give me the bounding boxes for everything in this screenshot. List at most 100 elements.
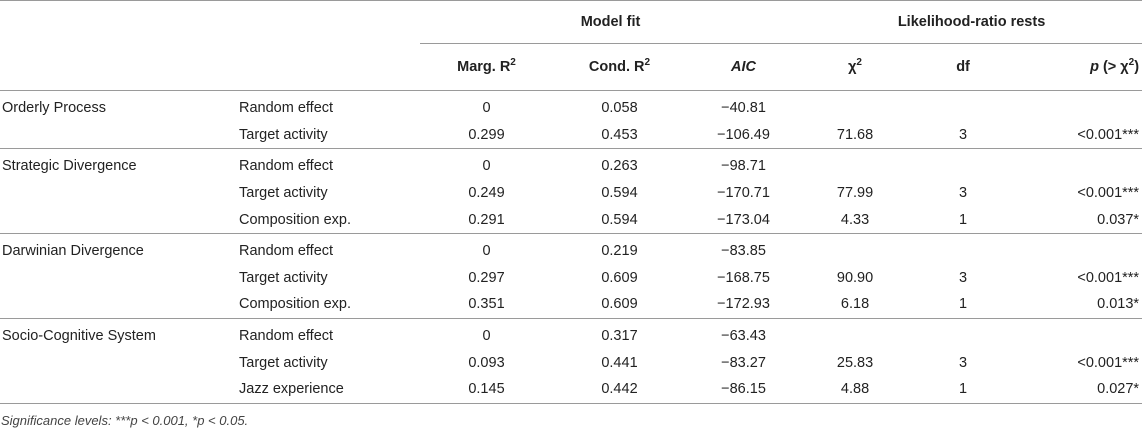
df-cell — [909, 149, 1017, 180]
chi-squared-cell — [801, 91, 909, 122]
model-name-cell — [0, 291, 227, 318]
results-table: Model fit Likelihood-ratio rests Marg. R… — [0, 0, 1142, 404]
p-value-cell: 0.037* — [1097, 211, 1140, 228]
term-cell: Jazz experience — [239, 381, 344, 398]
model-name-cell — [0, 349, 227, 376]
aic-cell: −170.71 — [717, 185, 770, 202]
chi-squared-cell: 71.68 — [836, 126, 874, 143]
df-header: df — [956, 59, 970, 75]
table-body: Orderly Process Random effect 0 0.058 −40.81… — [0, 91, 1142, 404]
df-cell — [909, 318, 1017, 349]
term-cell: Target activity — [239, 354, 328, 371]
p-value-cell: 0.013* — [1097, 296, 1140, 313]
term-cell: Composition exp. — [239, 296, 352, 313]
chi-squared-cell — [801, 318, 909, 349]
marg-r2-cell: 0.249 — [468, 185, 505, 202]
aic-cell: −106.49 — [717, 126, 770, 143]
table-row: Composition exp. 0.351 0.609 −172.93 6.18 1 0.… — [0, 291, 1142, 319]
marg-r2-cell: 0 — [482, 100, 491, 117]
model-name-cell — [0, 376, 227, 403]
term-cell: Random effect — [239, 158, 334, 175]
header-blank-cell — [227, 1, 420, 44]
lr-tests-group-header: Likelihood-ratio rests — [801, 0, 1142, 44]
significance-note: Significance levels: ***p < 0.001, *p < … — [1, 413, 249, 428]
marg-r2-cell: 0.299 — [468, 126, 505, 143]
header-blank-cell — [0, 44, 227, 91]
cond-r2-cell: 0.594 — [601, 211, 638, 228]
table-row: Target activity 0.249 0.594 −170.71 77.99 3 <0… — [0, 180, 1142, 207]
term-cell: Target activity — [239, 185, 328, 202]
p-value-header: p (> χ2) — [1090, 57, 1140, 75]
p-value-cell: <0.001*** — [1077, 126, 1140, 143]
p-value-cell — [1017, 91, 1142, 122]
aic-cell: −173.04 — [717, 211, 770, 228]
aic-cell: −83.85 — [721, 243, 766, 260]
df-cell: 3 — [958, 126, 968, 143]
df-cell: 1 — [958, 381, 968, 398]
cond-r2-cell: 0.058 — [601, 100, 638, 117]
header-blank-cell — [227, 44, 420, 91]
marg-r2-cell: 0 — [482, 243, 491, 260]
cond-r2-header: Cond. R2 — [588, 57, 651, 75]
aic-cell: −83.27 — [721, 354, 766, 371]
df-cell: 1 — [958, 211, 968, 228]
cond-r2-cell: 0.453 — [601, 126, 638, 143]
chi-squared-cell — [801, 149, 909, 180]
aic-cell: −86.15 — [721, 381, 766, 398]
cond-r2-cell: 0.609 — [601, 269, 638, 286]
cond-r2-cell: 0.219 — [601, 243, 638, 260]
header-group-row: Model fit Likelihood-ratio rests — [0, 0, 1142, 44]
model-name-cell — [0, 122, 227, 149]
cond-r2-cell: 0.609 — [601, 296, 638, 313]
chi-squared-cell: 6.18 — [840, 296, 870, 313]
term-cell: Random effect — [239, 243, 334, 260]
table-row: Composition exp. 0.291 0.594 −173.04 4.33 1 0.… — [0, 206, 1142, 234]
model-name-cell: Orderly Process — [2, 100, 106, 117]
model-name-cell — [0, 206, 227, 233]
term-cell: Target activity — [239, 126, 328, 143]
df-cell: 3 — [958, 269, 968, 286]
marg-r2-header: Marg. R2 — [457, 57, 516, 75]
aic-cell: −172.93 — [717, 296, 770, 313]
chi-squared-cell: 4.33 — [840, 211, 870, 228]
table-row: Target activity 0.093 0.441 −83.27 25.83 3 <0.… — [0, 349, 1142, 376]
table-row: Darwinian Divergence Random effect 0 0.219 −… — [0, 233, 1142, 264]
p-value-cell: <0.001*** — [1077, 185, 1140, 202]
term-cell: Composition exp. — [239, 211, 352, 228]
table-row: Orderly Process Random effect 0 0.058 −40.81 — [0, 91, 1142, 122]
model-name-cell: Strategic Divergence — [2, 158, 137, 175]
cond-r2-cell: 0.441 — [601, 354, 638, 371]
df-cell — [909, 233, 1017, 264]
aic-header: AIC — [731, 59, 756, 75]
chi-squared-cell: 4.88 — [840, 381, 870, 398]
chi-squared-cell: 25.83 — [836, 354, 874, 371]
header-blank-cell — [0, 1, 227, 44]
model-name-cell: Socio-Cognitive System — [2, 328, 156, 345]
marg-r2-cell: 0 — [482, 328, 491, 345]
p-value-cell — [1017, 318, 1142, 349]
cond-r2-cell: 0.594 — [601, 185, 638, 202]
table-row: Target activity 0.297 0.609 −168.75 90.90 3 <0… — [0, 265, 1142, 292]
aic-cell: −98.71 — [721, 158, 766, 175]
p-value-cell: <0.001*** — [1077, 354, 1140, 371]
chi-squared-cell: 90.90 — [836, 269, 874, 286]
chi-squared-cell: 77.99 — [836, 185, 874, 202]
chi-squared-cell — [801, 233, 909, 264]
aic-cell: −40.81 — [721, 100, 766, 117]
aic-cell: −63.43 — [721, 328, 766, 345]
marg-r2-cell: 0.297 — [468, 269, 505, 286]
chi-squared-header: χ2 — [848, 57, 862, 75]
cond-r2-cell: 0.263 — [601, 158, 638, 175]
p-value-cell: 0.027* — [1097, 381, 1140, 398]
df-cell: 3 — [958, 354, 968, 371]
model-name-cell — [0, 265, 227, 292]
marg-r2-cell: 0.351 — [468, 296, 505, 313]
marg-r2-cell: 0.093 — [468, 354, 505, 371]
p-value-cell — [1017, 233, 1142, 264]
model-fit-group-header: Model fit — [420, 0, 802, 44]
model-name-cell — [0, 180, 227, 207]
cond-r2-cell: 0.317 — [601, 328, 638, 345]
marg-r2-cell: 0.145 — [468, 381, 505, 398]
marg-r2-cell: 0.291 — [468, 211, 505, 228]
marg-r2-cell: 0 — [482, 158, 491, 175]
